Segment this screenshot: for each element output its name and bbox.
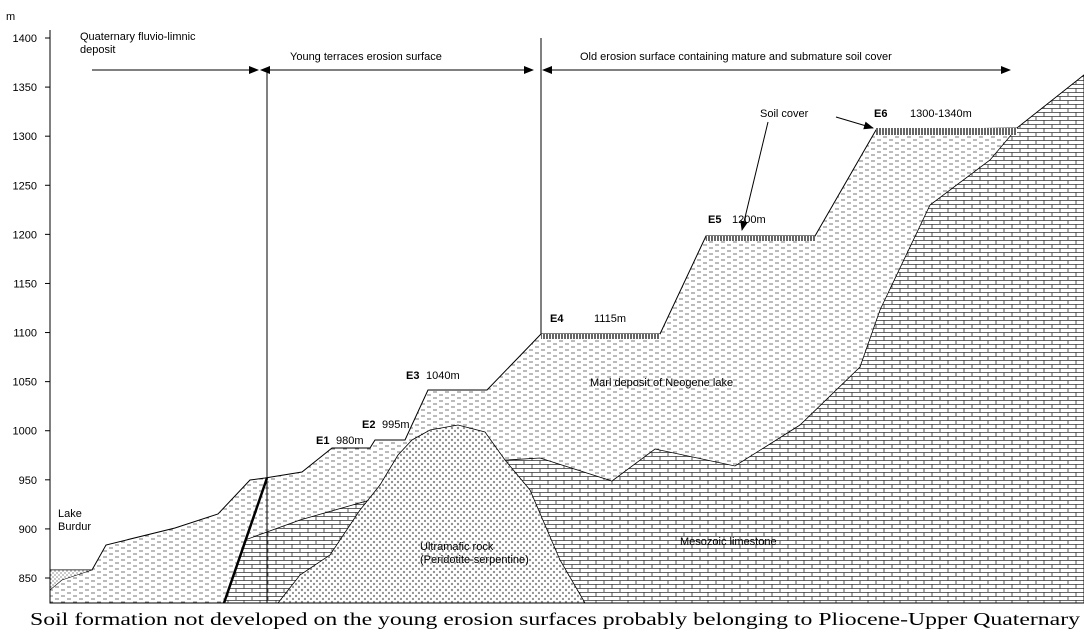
terrace-id: E1	[316, 435, 329, 447]
terrace-id: E2	[362, 419, 375, 431]
label-line: Ultramafic rock	[420, 541, 494, 553]
y-tick-label: 1150	[13, 278, 37, 290]
label-line: Lake	[58, 508, 82, 520]
y-tick-label: 1000	[13, 426, 37, 438]
terrace-id: E6	[874, 108, 887, 120]
zone-label: Young terraces erosion surface	[290, 51, 442, 63]
terrace-elevation: 1200m	[732, 214, 766, 226]
caption: Soil formation not developed on the youn…	[30, 609, 1080, 629]
y-tick-label: 900	[19, 524, 37, 536]
terrace-id: E5	[708, 214, 721, 226]
y-tick-label: 1400	[13, 33, 37, 45]
y-tick-label: 1350	[13, 82, 37, 94]
soil-cover	[876, 128, 1017, 135]
y-tick-label: 850	[19, 573, 37, 585]
terrace-id: E4	[550, 313, 564, 325]
zone-label: Old erosion surface containing mature an…	[580, 51, 892, 63]
terrace-elevation: 1040m	[426, 370, 460, 382]
terrace-elevation: 980m	[336, 435, 364, 447]
label-line: Quaternary fluvio-limnic	[80, 31, 196, 43]
terrace-elevation: 1115m	[594, 313, 626, 325]
label-line: deposit	[80, 44, 115, 56]
soil-cover	[541, 334, 660, 339]
cross-section: m Quaternary fluvio-limnicdeposit Young …	[0, 0, 1084, 632]
terrace-elevation: 1300-1340m	[910, 108, 972, 120]
y-tick-label: 1100	[13, 328, 37, 340]
y-tick-label: 1250	[13, 180, 37, 192]
terrace-id: E3	[406, 370, 419, 382]
terrace-elevation: 995m	[382, 419, 410, 431]
soil-cover-label: Soil cover	[760, 108, 809, 120]
body: m Quaternary fluvio-limnicdeposit Young …	[0, 0, 1084, 632]
arrow	[836, 117, 873, 128]
label-line: (Peridotite-serpentine)	[420, 554, 529, 566]
limestone-label: Mesozoic limestone	[680, 536, 777, 548]
y-tick-label: 1300	[13, 131, 37, 143]
axis-unit: m	[6, 11, 15, 23]
y-tick-label: 950	[19, 475, 37, 487]
page: {"axis":{"unit":"m","ticks":[1400,1350,1…	[0, 0, 1084, 632]
soil-cover	[706, 236, 815, 241]
label-line: Burdur	[58, 521, 91, 533]
y-tick-label: 1050	[13, 377, 37, 389]
marl-label: Marl deposit of Neogene lake	[590, 377, 733, 389]
y-tick-label: 1200	[13, 229, 37, 241]
